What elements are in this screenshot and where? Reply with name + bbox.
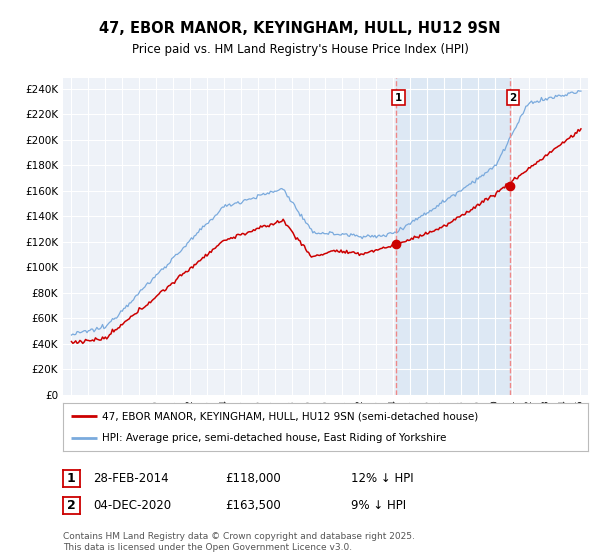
Text: £118,000: £118,000 xyxy=(225,472,281,486)
Text: 12% ↓ HPI: 12% ↓ HPI xyxy=(351,472,413,486)
Text: 47, EBOR MANOR, KEYINGHAM, HULL, HU12 9SN: 47, EBOR MANOR, KEYINGHAM, HULL, HU12 9S… xyxy=(99,21,501,36)
Text: 04-DEC-2020: 04-DEC-2020 xyxy=(93,499,171,512)
Text: £163,500: £163,500 xyxy=(225,499,281,512)
Text: HPI: Average price, semi-detached house, East Riding of Yorkshire: HPI: Average price, semi-detached house,… xyxy=(103,433,447,443)
Text: 1: 1 xyxy=(67,472,76,486)
Bar xyxy=(396,78,511,395)
Text: 2: 2 xyxy=(509,92,517,102)
Text: Price paid vs. HM Land Registry's House Price Index (HPI): Price paid vs. HM Land Registry's House … xyxy=(131,43,469,56)
Text: 9% ↓ HPI: 9% ↓ HPI xyxy=(351,499,406,512)
Text: 1: 1 xyxy=(395,92,402,102)
Text: Contains HM Land Registry data © Crown copyright and database right 2025.
This d: Contains HM Land Registry data © Crown c… xyxy=(63,532,415,552)
Text: 47, EBOR MANOR, KEYINGHAM, HULL, HU12 9SN (semi-detached house): 47, EBOR MANOR, KEYINGHAM, HULL, HU12 9S… xyxy=(103,411,479,421)
Text: 28-FEB-2014: 28-FEB-2014 xyxy=(93,472,169,486)
Text: 2: 2 xyxy=(67,499,76,512)
